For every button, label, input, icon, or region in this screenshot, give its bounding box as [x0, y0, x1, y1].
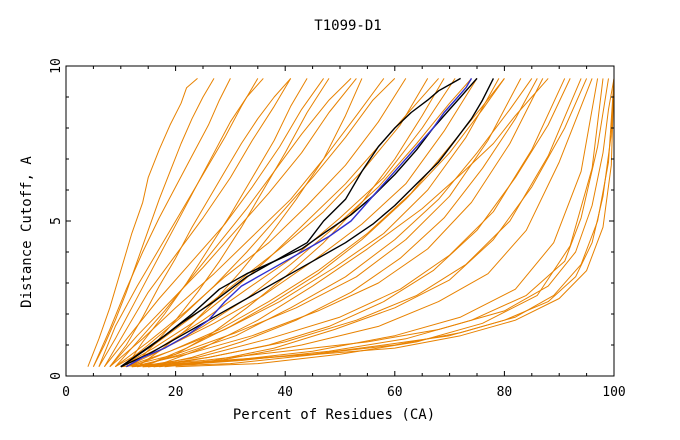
y-tick-label: 5 — [49, 217, 64, 225]
x-axis-label: Percent of Residues (CA) — [233, 407, 435, 423]
background-series-line-25 — [142, 78, 445, 368]
background-series-line-18 — [114, 78, 352, 368]
best-series-line-46 — [125, 78, 473, 368]
background-series-line-3 — [103, 78, 292, 367]
x-tick-label: 100 — [602, 385, 625, 400]
background-series-line-21 — [126, 78, 472, 368]
background-series-line-30 — [98, 78, 264, 367]
highlight-series-line-44 — [120, 78, 495, 368]
background-series-line-5 — [109, 78, 357, 368]
background-series-line-34 — [175, 78, 604, 368]
best-series-group — [125, 78, 473, 368]
background-series-line-29 — [125, 78, 308, 367]
x-tick-label: 60 — [387, 385, 403, 400]
y-axis-label: Distance Cutoff, A — [19, 156, 35, 308]
x-axis-ticks: 0 20 40 60 80 100 — [62, 66, 626, 400]
chart-title: T1099-D1 — [314, 18, 381, 34]
y-axis-ticks: 0 5 10 — [49, 58, 614, 380]
background-series-line-36 — [120, 78, 615, 368]
background-series-line-8 — [115, 78, 429, 368]
background-series-line-31 — [142, 78, 505, 368]
background-series-line-42 — [92, 78, 215, 367]
highlight-series-line-45 — [120, 77, 461, 368]
background-series-line-20 — [120, 78, 439, 368]
background-series-line-32 — [159, 78, 588, 368]
background-series-line-19 — [120, 78, 396, 368]
background-series-line-16 — [148, 78, 593, 368]
background-series-line-39 — [148, 78, 615, 368]
background-series-line-38 — [142, 78, 615, 368]
background-series-line-28 — [131, 78, 330, 368]
background-series-line-26 — [148, 78, 538, 368]
background-series-line-17 — [109, 78, 292, 368]
background-series-line-11 — [126, 78, 500, 368]
background-series-group — [87, 78, 615, 368]
x-tick-label: 0 — [62, 385, 70, 400]
background-series-line-7 — [114, 78, 407, 368]
background-series-line-41 — [153, 78, 549, 368]
background-series-line-13 — [131, 78, 544, 368]
y-tick-label: 10 — [49, 58, 64, 74]
background-series-line-1 — [92, 78, 231, 367]
plot-area — [87, 77, 615, 368]
background-series-line-27 — [153, 78, 571, 368]
background-series-line-12 — [126, 78, 522, 368]
highlight-series-group — [120, 77, 495, 368]
background-series-line-0 — [87, 78, 198, 367]
background-series-line-2 — [98, 78, 259, 367]
background-series-line-33 — [164, 78, 599, 368]
x-tick-label: 40 — [277, 385, 293, 400]
y-tick-label: 0 — [49, 372, 64, 380]
x-tick-label: 80 — [497, 385, 513, 400]
background-series-line-14 — [137, 78, 566, 368]
highlight-series-line-43 — [120, 77, 478, 368]
x-tick-label: 20 — [168, 385, 184, 400]
